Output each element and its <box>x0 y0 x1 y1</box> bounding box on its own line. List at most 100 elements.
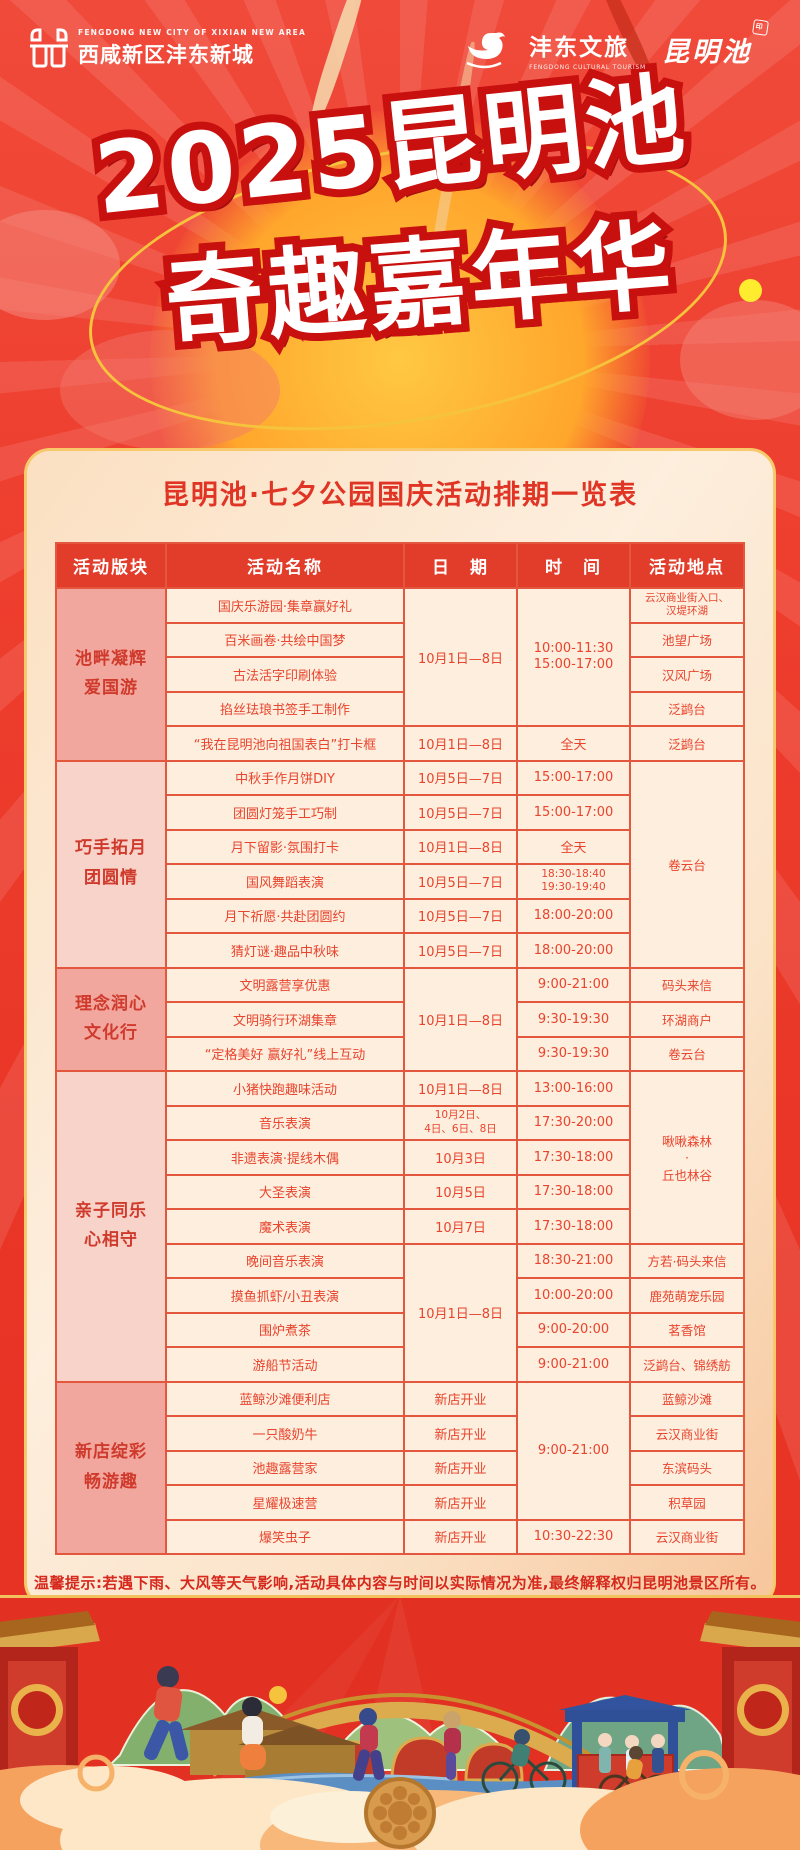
mooncake <box>364 1777 436 1849</box>
table-row: 魔术表演 10月7日 17:30-18:00 <box>56 1208 744 1245</box>
location-cell: 茗香馆 <box>629 1311 745 1348</box>
date-cell: 10月5日—7日 <box>403 794 518 831</box>
date-cell: 10月1日—8日 <box>403 1242 518 1383</box>
time-cell: 15:00-17:00 <box>516 759 631 796</box>
kunmingchi-logo: 昆明池 印 <box>662 19 769 69</box>
location-cell: 池望广场 <box>629 621 745 658</box>
schedule-panel: 昆明池·七夕公园国庆活动排期一览表 活动版块 活动名称 日 期 时 间 活动地点… <box>24 448 776 1608</box>
section-cell: 池畔凝辉 爱国游 <box>55 587 167 762</box>
time-cell: 9:30-19:30 <box>516 1035 631 1072</box>
date-cell: 10月5日—7日 <box>403 897 518 934</box>
schedule-title: 昆明池·七夕公园国庆活动排期一览表 <box>161 480 639 511</box>
time-cell: 17:30-18:00 <box>516 1173 631 1210</box>
location-cell: 环湖商户 <box>629 1001 745 1038</box>
date-cell: 10月1日—8日 <box>403 828 518 865</box>
activity-name-cell: 文明露营享优惠 <box>165 966 405 1003</box>
table-row: 音乐表演 10月2日、 4日、6日、8日 17:30-20:00 <box>56 1104 744 1141</box>
table-row: 非遗表演·提线木偶 10月3日 17:30-18:00 <box>56 1139 744 1176</box>
time-cell: 10:30-22:30 <box>516 1518 631 1555</box>
table-row: 月下祈愿·共赴团圆约 10月5日—7日 18:00-20:00 <box>56 897 744 934</box>
location-cell: 卷云台 <box>629 759 745 969</box>
date-cell: 10月2日、 4日、6日、8日 <box>403 1104 518 1141</box>
date-cell: 10月1日—8日 <box>403 966 518 1072</box>
time-cell: 10:00-20:00 <box>516 1277 631 1314</box>
location-cell: 汉风广场 <box>629 656 745 693</box>
paint-splash <box>0 210 120 320</box>
activity-name-cell: 魔术表演 <box>165 1208 405 1245</box>
time-cell: 9:00-21:00 <box>516 1380 631 1521</box>
activity-name-cell: 音乐表演 <box>165 1104 405 1141</box>
col-header-time: 时 间 <box>516 542 631 589</box>
date-cell: 新店开业 <box>403 1380 518 1417</box>
table-row: 猜灯谜·趣品中秋味 10月5日—7日 18:00-20:00 <box>56 932 744 969</box>
activity-name-cell: 猜灯谜·趣品中秋味 <box>165 932 405 969</box>
gold-divider-line <box>0 1595 800 1598</box>
table-row: 爆笑虫子 新店开业 10:30-22:30 云汉商业街 <box>56 1518 745 1555</box>
date-cell: 新店开业 <box>403 1484 518 1521</box>
table-row: 星耀极速营 新店开业 积草园 <box>56 1484 745 1521</box>
table-row: “定格美好 赢好礼”线上互动 9:30-19:30 卷云台 <box>56 1035 745 1072</box>
activity-name-cell: 晚间音乐表演 <box>165 1242 405 1279</box>
time-cell: 18:30-21:00 <box>516 1242 631 1279</box>
location-cell: 啾啾森林 · 丘也林谷 <box>629 1070 745 1245</box>
table-row: 亲子同乐 心相守 小猪快跑趣味活动 10月1日—8日 13:00-16:00 啾啾… <box>55 1070 745 1383</box>
activity-name-cell: 团圆灯笼手工巧制 <box>165 794 405 831</box>
table-row: 一只酸奶牛 新店开业 云汉商业街 <box>56 1415 745 1452</box>
col-header-section: 活动版块 <box>55 542 167 589</box>
time-cell: 18:00-20:00 <box>516 897 631 934</box>
notice-text: 温馨提示:若遇下雨、大风等天气影响,活动具体内容与时间以实际情况为准,最终解释权… <box>34 1574 766 1592</box>
date-cell: 10月5日—7日 <box>403 932 518 969</box>
table-header-row: 活动版块 活动名称 日 期 时 间 活动地点 <box>55 542 745 589</box>
table-row: 大圣表演 10月5日 17:30-18:00 <box>56 1173 744 1210</box>
cultural-tourism-label-en: FENGDONG CULTURAL TOURISM <box>529 64 646 71</box>
activity-name-cell: 文明骑行环湖集章 <box>165 1001 405 1038</box>
table-row: 围炉煮茶 9:00-20:00 茗香馆 <box>56 1311 745 1348</box>
date-cell: 10月1日—8日 <box>403 725 518 762</box>
activity-name-cell: 中秋手作月饼DIY <box>165 759 405 796</box>
date-cell: 新店开业 <box>403 1449 518 1486</box>
clouds <box>0 1750 800 1850</box>
time-cell: 17:30-18:00 <box>516 1139 631 1176</box>
time-cell: 10:00-11:30 15:00-17:00 <box>516 587 631 727</box>
schedule-table: 活动版块 活动名称 日 期 时 间 活动地点 池畔凝辉 爱国游 国庆乐游园·集章赢… <box>55 542 745 1555</box>
location-cell: 方若·码头来信 <box>629 1242 745 1279</box>
activity-name-cell: 国风舞蹈表演 <box>165 863 405 900</box>
seal-stamp-icon: 印 <box>752 19 769 36</box>
table-row: 游船节活动 9:00-21:00 泛鹢台、锦绣舫 <box>56 1346 745 1383</box>
fengdong-logo: FENGDONG NEW CITY OF XIXIAN NEW AREA 西咸新… <box>28 26 306 70</box>
cultural-tourism-label: 沣东文旅 <box>529 35 630 61</box>
location-cell: 码头来信 <box>629 966 745 1003</box>
location-cell: 东滨码头 <box>629 1449 745 1486</box>
time-cell: 全天 <box>516 725 631 762</box>
location-cell: 泛鹢台、锦绣舫 <box>629 1346 745 1383</box>
time-cell: 9:30-19:30 <box>516 1001 631 1038</box>
date-cell: 10月1日—8日 <box>403 587 518 727</box>
location-cell: 泛鹢台 <box>629 690 745 727</box>
time-cell: 17:30-18:00 <box>516 1208 631 1245</box>
paint-splash <box>60 330 280 450</box>
table-row: 掐丝珐琅书签手工制作 泛鹢台 <box>56 690 745 727</box>
activity-name-cell: 一只酸奶牛 <box>165 1415 405 1452</box>
dancing-people <box>143 1666 461 1781</box>
activity-name-cell: 月下留影·氛围打卡 <box>165 828 405 865</box>
activity-name-cell: 星耀极速营 <box>165 1484 405 1521</box>
location-cell: 积草园 <box>629 1484 745 1521</box>
table-row: 文明骑行环湖集章 9:30-19:30 环湖商户 <box>56 1001 745 1038</box>
location-cell: 泛鹢台 <box>629 725 745 762</box>
table-row: “我在昆明池向祖国表白”打卡框 10月1日—8日 全天 泛鹢台 <box>56 725 745 762</box>
swan-icon <box>466 32 506 68</box>
time-cell: 9:00-21:00 <box>516 1346 631 1383</box>
activity-name-cell: 游船节活动 <box>165 1346 405 1383</box>
time-cell: 18:00-20:00 <box>516 932 631 969</box>
section-cell: 新店绽彩 畅游趣 <box>55 1380 167 1555</box>
date-cell: 10月3日 <box>403 1139 518 1176</box>
activity-name-cell: 池趣露营家 <box>165 1449 405 1486</box>
activity-name-cell: “我在昆明池向祖国表白”打卡框 <box>165 725 405 762</box>
time-cell: 15:00-17:00 <box>516 794 631 831</box>
festive-illustration <box>0 1595 800 1850</box>
location-cell: 云汉商业街入口、 汉堤环湖 <box>629 587 745 624</box>
activity-name-cell: 小猪快跑趣味活动 <box>165 1070 405 1107</box>
activity-name-cell: 非遗表演·提线木偶 <box>165 1139 405 1176</box>
fengdong-logo-cn: 西咸新区沣东新城 <box>78 42 254 67</box>
